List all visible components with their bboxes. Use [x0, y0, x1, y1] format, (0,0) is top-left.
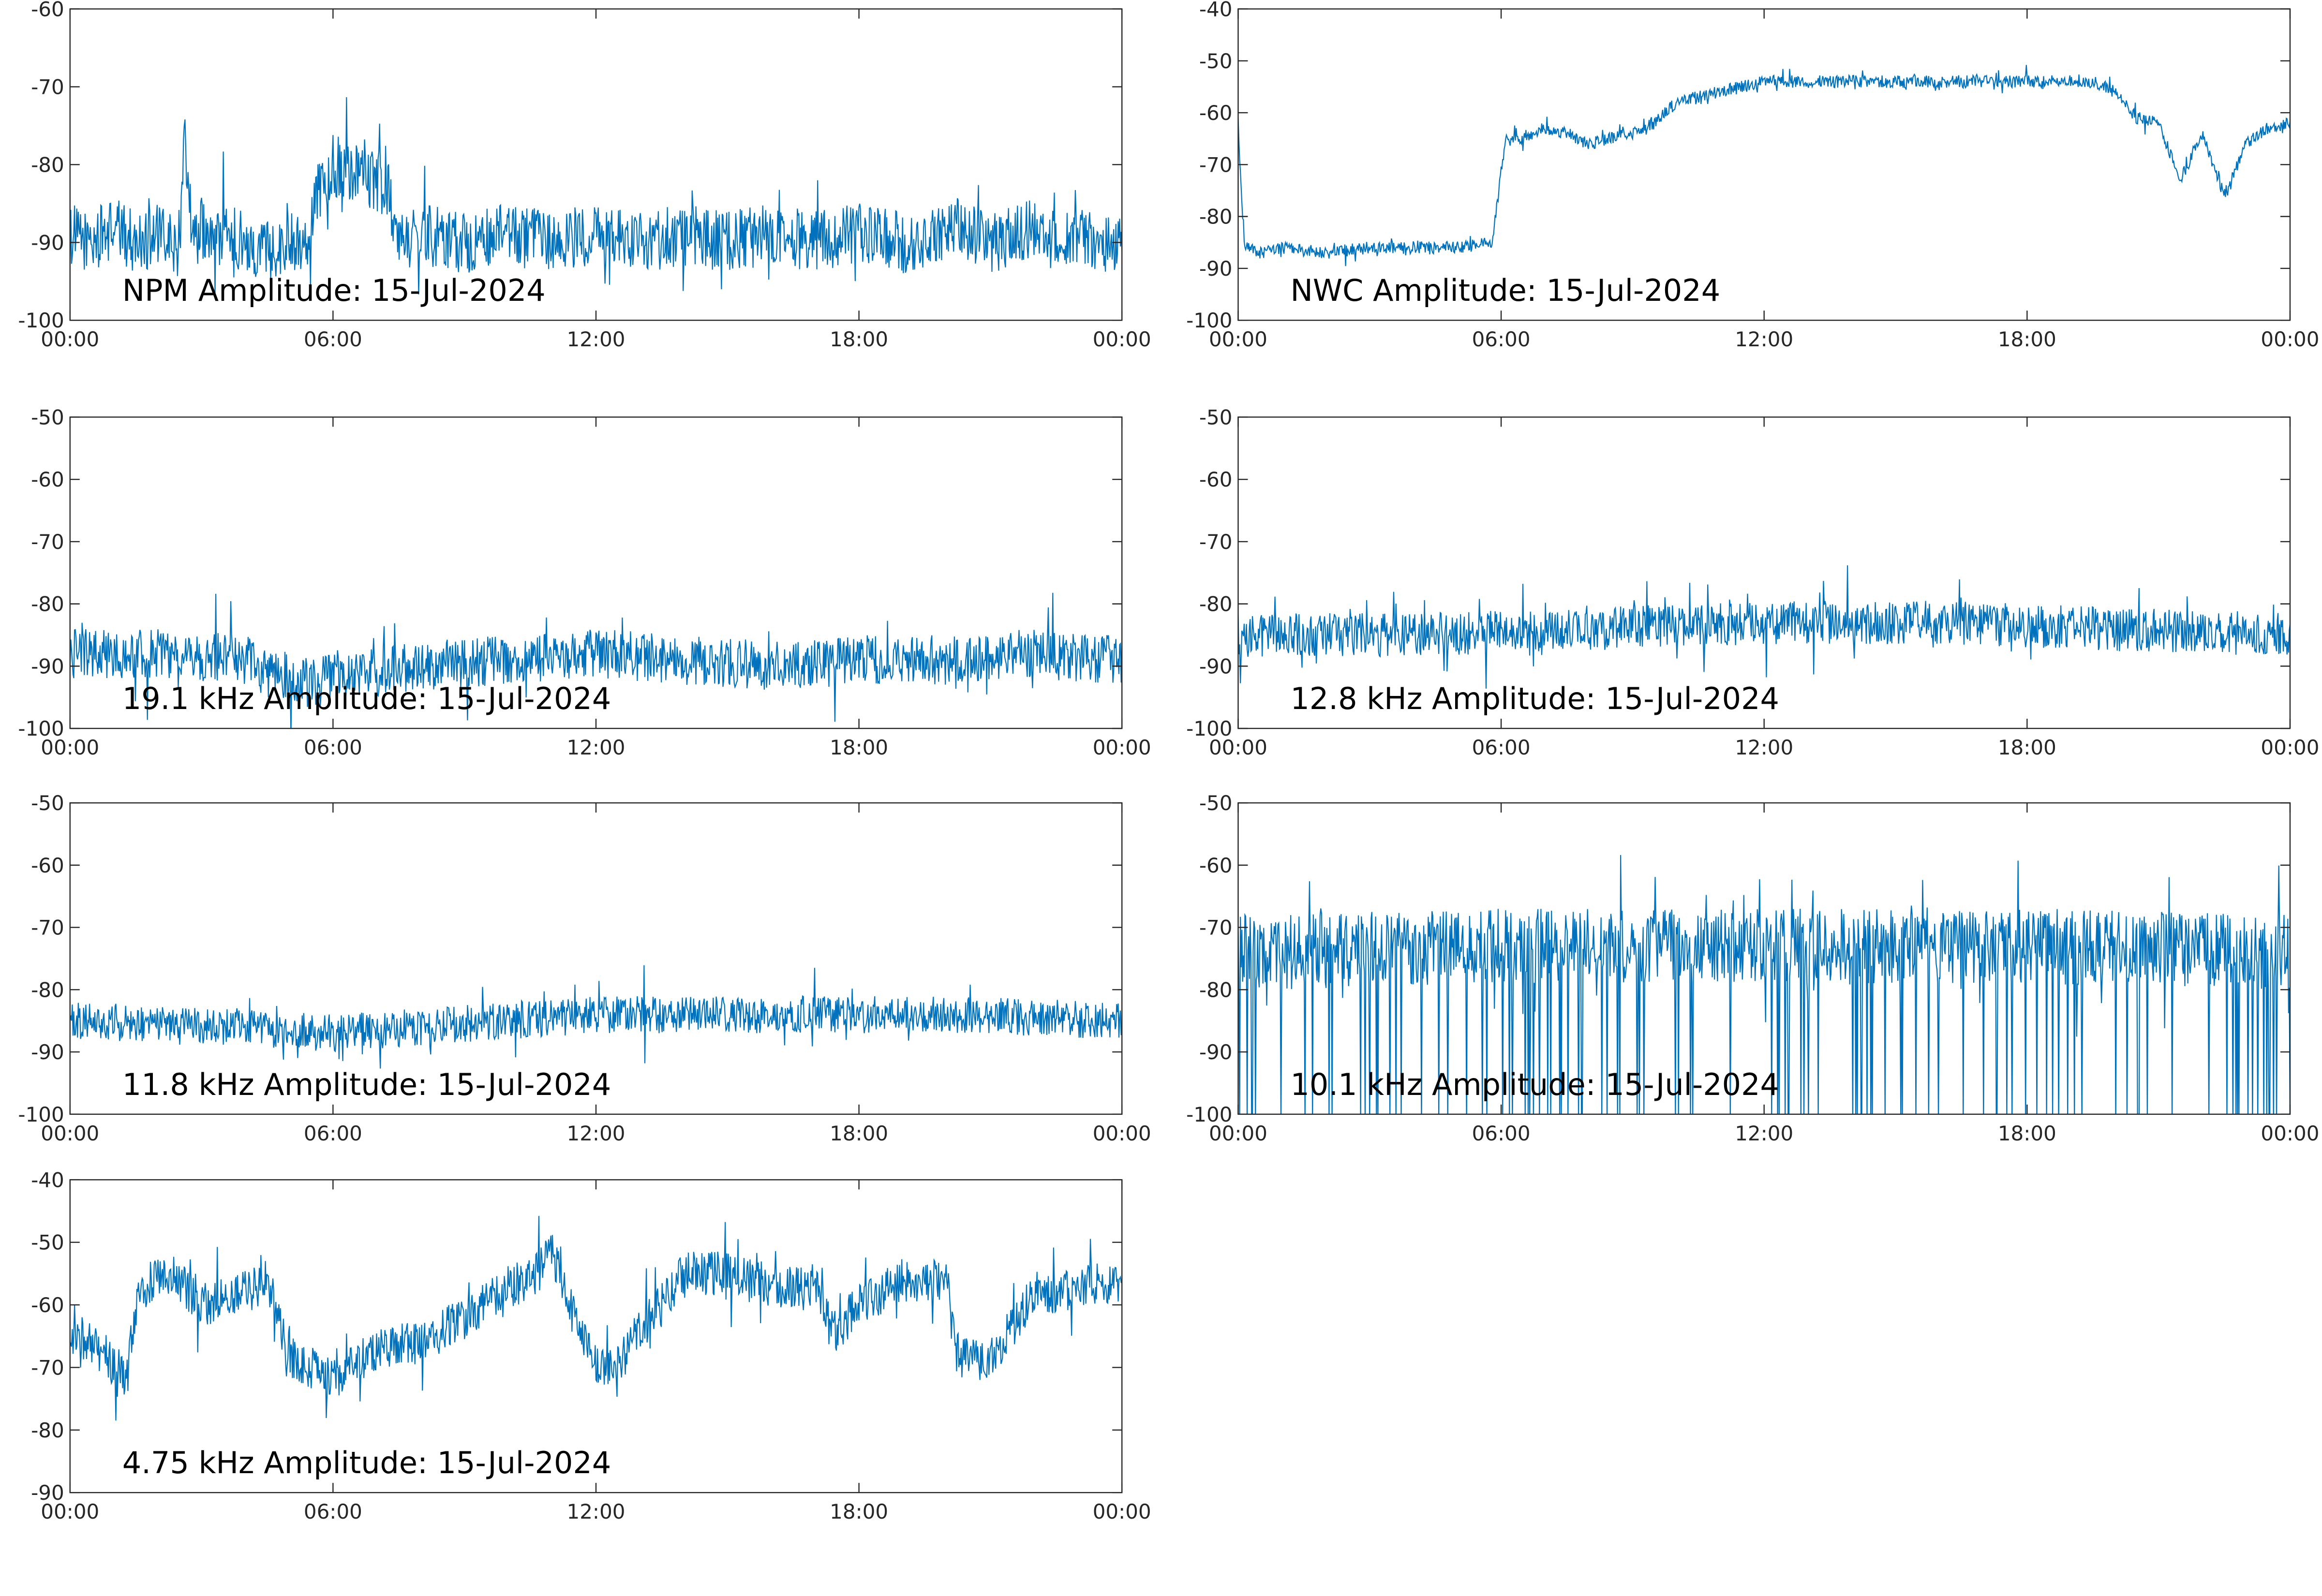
series-line — [70, 97, 1122, 295]
x-tick-label: 00:00 — [41, 1500, 99, 1523]
y-tick-label: -50 — [1199, 49, 1233, 73]
y-tick-label: -80 — [31, 1419, 64, 1442]
x-tick-label: 18:00 — [1998, 327, 2056, 351]
x-tick-label: 18:00 — [830, 1500, 888, 1523]
x-tick-label: 06:00 — [304, 1122, 362, 1145]
x-tick-label: 00:00 — [1209, 327, 1267, 351]
y-tick-label: -60 — [31, 0, 64, 21]
y-tick-label: -70 — [31, 916, 64, 940]
y-tick-label: -50 — [1199, 405, 1233, 429]
y-tick-label: -90 — [31, 1040, 64, 1064]
y-tick-label: -90 — [1199, 1040, 1233, 1064]
y-tick-label: -100 — [18, 1103, 64, 1126]
x-tick-label: 06:00 — [1472, 736, 1531, 759]
x-tick-label: 00:00 — [1093, 1500, 1151, 1523]
x-tick-label: 00:00 — [41, 1122, 99, 1145]
y-tick-label: -70 — [1199, 530, 1233, 554]
x-tick-label: 00:00 — [41, 327, 99, 351]
series-line — [1238, 565, 2290, 689]
x-tick-label: 06:00 — [1472, 1122, 1531, 1145]
y-tick-label: -60 — [31, 468, 64, 491]
y-tick-label: -80 — [1199, 205, 1233, 229]
panel-title: 11.8 kHz Amplitude: 15-Jul-2024 — [122, 1067, 611, 1102]
panel-title: 12.8 kHz Amplitude: 15-Jul-2024 — [1290, 681, 1779, 716]
x-tick-label: 12:00 — [1735, 1122, 1793, 1145]
x-tick-label: 00:00 — [41, 736, 99, 759]
x-tick-label: 00:00 — [1093, 736, 1151, 759]
y-tick-label: -70 — [31, 1356, 64, 1379]
panel-title: NPM Amplitude: 15-Jul-2024 — [122, 273, 546, 308]
x-tick-label: 00:00 — [1093, 1122, 1151, 1145]
y-tick-label: -50 — [31, 791, 64, 815]
x-tick-label: 06:00 — [304, 327, 362, 351]
y-tick-label: -100 — [18, 717, 64, 740]
y-tick-label: -90 — [31, 654, 64, 678]
x-tick-label: 06:00 — [304, 1500, 362, 1523]
x-tick-label: 18:00 — [830, 736, 888, 759]
series-line — [70, 1216, 1122, 1421]
y-tick-label: -40 — [31, 1168, 64, 1192]
y-tick-label: -80 — [31, 592, 64, 616]
x-tick-label: 00:00 — [2261, 736, 2319, 759]
x-tick-label: 00:00 — [1209, 736, 1267, 759]
y-tick-label: -80 — [1199, 592, 1233, 616]
x-tick-label: 12:00 — [566, 1122, 625, 1145]
series-line — [70, 965, 1122, 1069]
x-tick-label: 18:00 — [830, 327, 888, 351]
y-tick-label: -70 — [31, 75, 64, 99]
y-tick-label: -40 — [1199, 0, 1233, 21]
y-tick-label: -50 — [31, 405, 64, 429]
x-tick-label: 00:00 — [2261, 1122, 2319, 1145]
panel-title: NWC Amplitude: 15-Jul-2024 — [1290, 273, 1720, 308]
x-tick-label: 18:00 — [1998, 1122, 2056, 1145]
y-tick-label: -60 — [1199, 854, 1233, 877]
panel-title: 4.75 kHz Amplitude: 15-Jul-2024 — [122, 1445, 611, 1480]
y-tick-label: -100 — [1186, 717, 1232, 740]
y-tick-label: -90 — [31, 1481, 64, 1505]
panel-title: 19.1 kHz Amplitude: 15-Jul-2024 — [122, 681, 611, 716]
x-tick-label: 06:00 — [1472, 327, 1531, 351]
x-tick-label: 00:00 — [2261, 327, 2319, 351]
x-tick-label: 12:00 — [566, 327, 625, 351]
y-tick-label: -100 — [1186, 309, 1232, 332]
y-tick-label: -70 — [1199, 916, 1233, 940]
y-tick-label: -60 — [31, 854, 64, 877]
y-tick-label: -60 — [1199, 101, 1233, 125]
panel-title: 10.1 kHz Amplitude: 15-Jul-2024 — [1290, 1067, 1779, 1102]
y-tick-label: -80 — [31, 978, 64, 1002]
x-tick-label: 12:00 — [566, 736, 625, 759]
y-tick-label: -80 — [31, 153, 64, 177]
x-tick-label: 00:00 — [1093, 327, 1151, 351]
x-tick-label: 12:00 — [566, 1500, 625, 1523]
series-line — [1238, 855, 2290, 1114]
y-tick-label: -60 — [1199, 468, 1233, 491]
y-tick-label: -90 — [1199, 257, 1233, 281]
y-tick-label: -50 — [1199, 791, 1233, 815]
x-tick-label: 12:00 — [1735, 736, 1793, 759]
series-line — [1238, 65, 2290, 266]
x-tick-label: 00:00 — [1209, 1122, 1267, 1145]
x-tick-label: 06:00 — [304, 736, 362, 759]
x-tick-label: 18:00 — [830, 1122, 888, 1145]
y-tick-label: -70 — [31, 530, 64, 554]
y-tick-label: -90 — [1199, 654, 1233, 678]
y-tick-label: -100 — [18, 309, 64, 332]
y-tick-label: -90 — [31, 231, 64, 254]
y-tick-label: -70 — [1199, 153, 1233, 177]
x-tick-label: 18:00 — [1998, 736, 2056, 759]
series-line — [70, 592, 1122, 729]
y-tick-label: -80 — [1199, 978, 1233, 1002]
y-tick-label: -50 — [31, 1231, 64, 1255]
y-tick-label: -100 — [1186, 1103, 1232, 1126]
y-tick-label: -60 — [31, 1293, 64, 1317]
x-tick-label: 12:00 — [1735, 327, 1793, 351]
